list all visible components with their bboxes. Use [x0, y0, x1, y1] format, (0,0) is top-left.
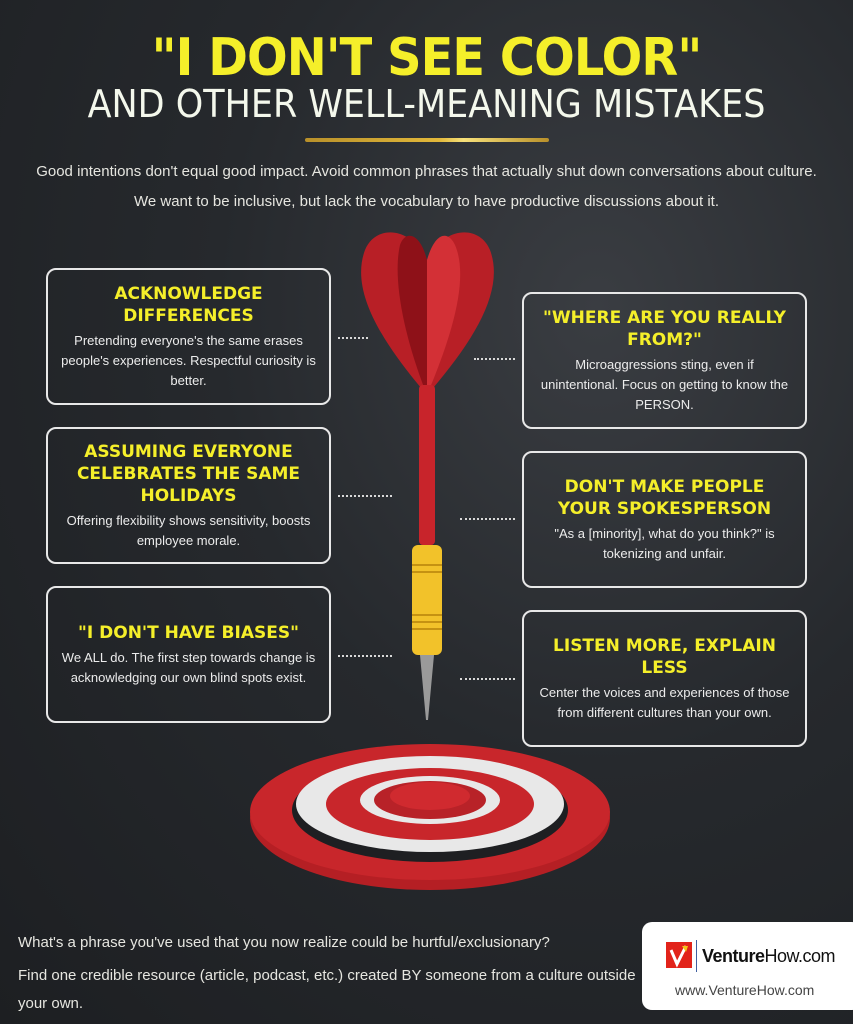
intro-line-1: Good intentions don't equal good impact.…	[36, 163, 817, 180]
card-body: Microaggressions sting, even if unintent…	[540, 356, 789, 412]
logo-mark-icon	[666, 942, 692, 968]
card-where-from: "WHERE ARE YOU REALLY FROM?" Microaggres…	[522, 292, 807, 429]
brand-rest: How.com	[764, 946, 836, 966]
card-spokesperson: DON'T MAKE PEOPLE YOUR SPOKESPERSON "As …	[522, 451, 807, 588]
gold-divider	[305, 138, 549, 142]
logo-brand: VentureHow.com	[702, 946, 836, 967]
card-body: Offering flexibility shows sensitivity, …	[66, 512, 311, 548]
card-title: ASSUMING EVERYONE CELEBRATES THE SAME HO…	[76, 441, 301, 506]
card-title: "I DON'T HAVE BIASES"	[78, 622, 299, 643]
logo-url[interactable]: www.VentureHow.com	[675, 982, 815, 998]
connector	[474, 358, 515, 360]
dart-and-target-illustration	[250, 232, 610, 890]
target-icon	[250, 744, 610, 890]
card-listen-more: LISTEN MORE, EXPLAIN LESS Center the voi…	[522, 610, 807, 747]
action-task: Find one credible resource (article, pod…	[18, 967, 636, 1012]
venturehow-logo[interactable]: VentureHow.com www.VentureHow.com	[642, 922, 853, 1010]
card-body: We ALL do. The first step towards change…	[61, 649, 316, 685]
connector	[338, 495, 392, 497]
reflection-question: What's a phrase you've used that you now…	[18, 934, 550, 951]
brand-bold: Venture	[702, 946, 765, 966]
intro-line-2: We want to be inclusive, but lack the vo…	[133, 193, 720, 210]
card-body: "As a [minority], what do you think?" is…	[554, 525, 775, 561]
card-same-holidays: ASSUMING EVERYONE CELEBRATES THE SAME HO…	[46, 427, 331, 564]
connector	[460, 518, 515, 520]
card-body: Center the voices and experiences of tho…	[539, 684, 790, 720]
card-no-biases: "I DON'T HAVE BIASES" We ALL do. The fir…	[46, 586, 331, 723]
dart-icon	[361, 232, 494, 720]
card-body: Pretending everyone's the same erases pe…	[61, 332, 316, 388]
card-title: ACKNOWLEDGE DIFFERENCES	[114, 283, 263, 326]
connector	[460, 678, 515, 680]
card-title: LISTEN MORE, EXPLAIN LESS	[553, 635, 776, 678]
card-title: "WHERE ARE YOU REALLY FROM?"	[543, 307, 786, 350]
subtitle: AND OTHER WELL-MEANING MISTAKES	[87, 82, 766, 126]
connector	[338, 655, 392, 657]
card-title: DON'T MAKE PEOPLE YOUR SPOKESPERSON	[557, 476, 772, 519]
connector	[338, 337, 368, 339]
card-acknowledge-differences: ACKNOWLEDGE DIFFERENCES Pretending every…	[46, 268, 331, 405]
title: "I DON'T SEE COLOR"	[151, 28, 703, 88]
